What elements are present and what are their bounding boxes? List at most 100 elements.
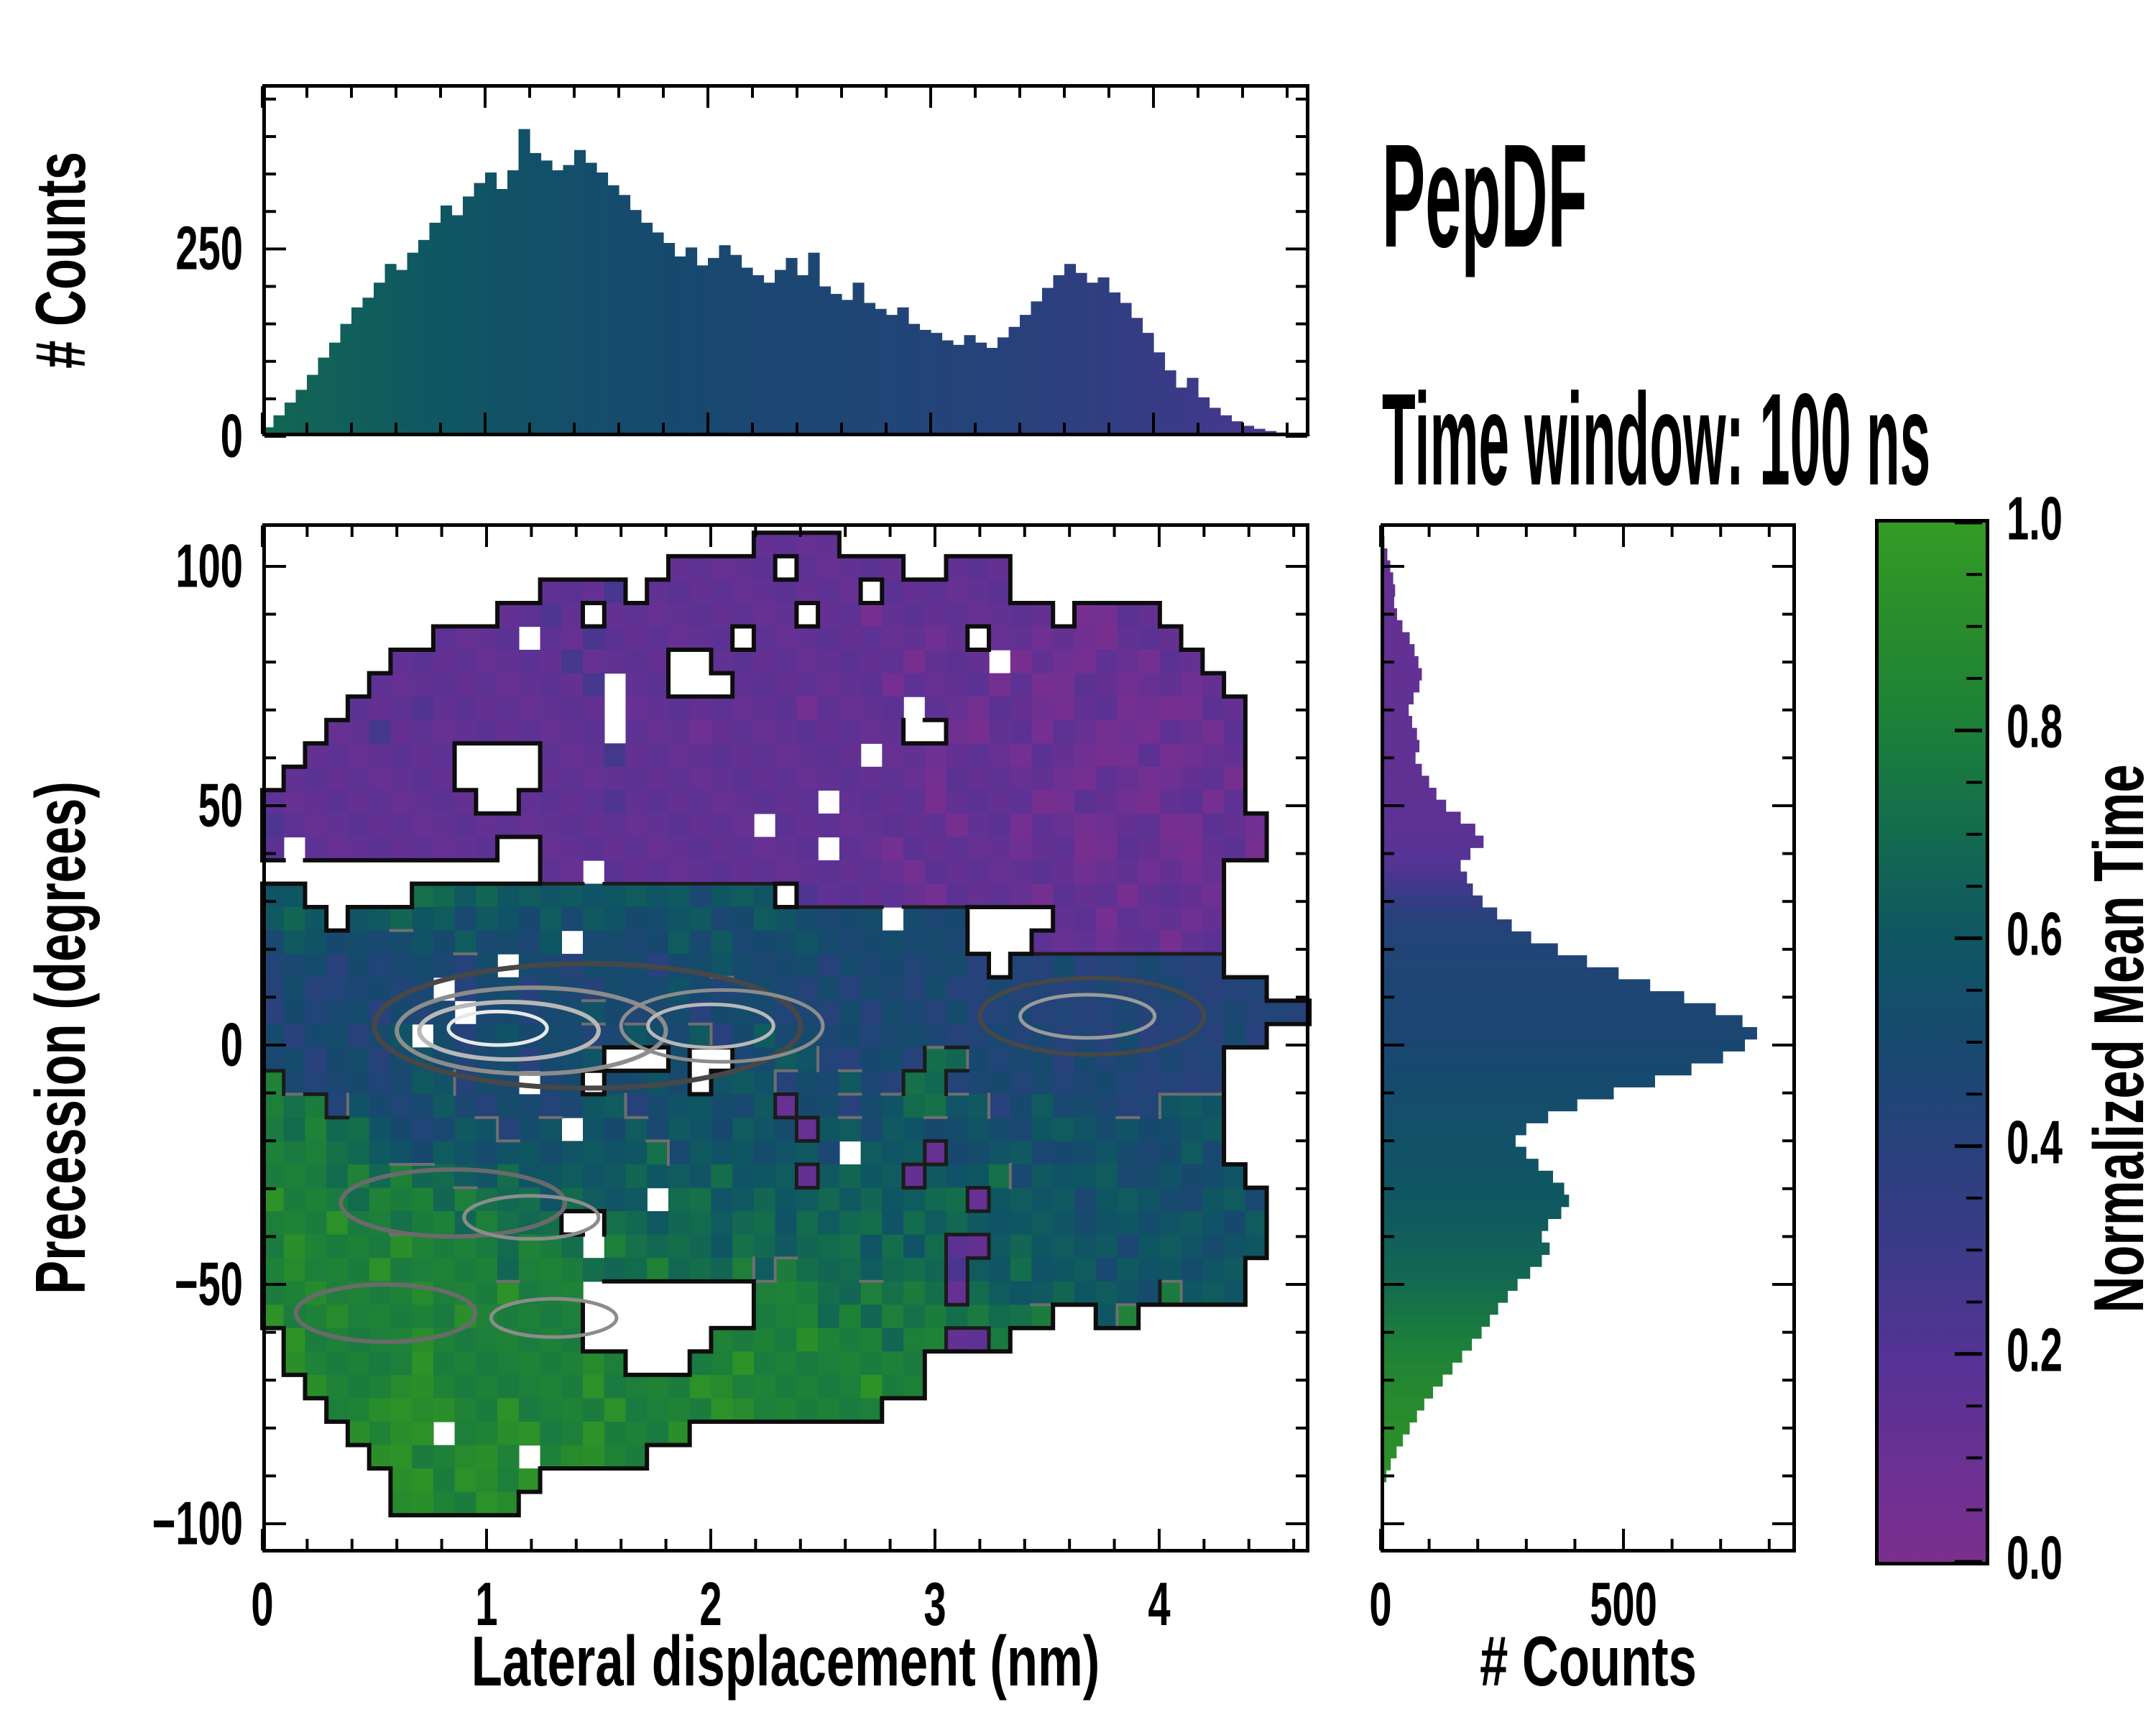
heatmap-cell — [946, 837, 968, 861]
heatmap-cell — [369, 813, 392, 838]
heatmap-cell — [283, 930, 306, 954]
heatmap-cell — [583, 883, 605, 908]
heatmap-cell — [796, 1374, 819, 1399]
main-x-tick-label: 2 — [699, 1570, 722, 1639]
heatmap-cell — [860, 602, 883, 627]
heatmap-cell — [305, 1164, 327, 1189]
heatmap-cell — [775, 1070, 798, 1095]
top-hist-bar — [842, 300, 854, 436]
heatmap-cell — [1181, 766, 1204, 791]
heatmap-cell — [540, 1258, 563, 1282]
heatmap-cell — [262, 883, 285, 908]
heatmap-cell — [882, 743, 904, 768]
heatmap-cell — [818, 743, 840, 768]
heatmap-cell — [989, 790, 1011, 814]
heatmap-cell — [882, 1328, 904, 1353]
heatmap-cell — [689, 837, 712, 861]
heatmap-cell — [882, 1305, 904, 1329]
heatmap-cell — [796, 626, 819, 650]
heatmap-cell — [1010, 883, 1033, 908]
right-hist-bar — [1381, 1338, 1473, 1351]
heatmap-cell — [903, 790, 926, 814]
heatmap-cell — [283, 813, 306, 838]
heatmap-cell — [882, 579, 904, 604]
heatmap-cell — [518, 650, 541, 674]
heatmap-cell — [775, 1094, 798, 1118]
heatmap-cell — [1053, 766, 1075, 791]
heatmap-cell — [540, 1141, 563, 1165]
heatmap-cell — [1224, 743, 1246, 768]
heatmap-cell — [989, 1117, 1011, 1142]
heatmap-cell — [711, 1258, 733, 1282]
heatmap-cell — [1245, 977, 1268, 1001]
heatmap-cell — [561, 837, 584, 861]
heatmap-cell — [647, 930, 669, 954]
top-hist-bar — [808, 252, 820, 436]
heatmap-cell — [946, 1000, 968, 1025]
heatmap-cell — [625, 977, 648, 1001]
heatmap-cell — [583, 1164, 605, 1189]
heatmap-cell — [989, 602, 1011, 627]
heatmap-cell — [518, 930, 541, 954]
heatmap-cell — [1074, 837, 1097, 861]
right-hist-bar — [1381, 1230, 1542, 1243]
heatmap-cell — [326, 790, 349, 814]
heatmap-cell — [625, 743, 648, 768]
top-hist-bar — [797, 275, 809, 436]
heatmap-cell — [540, 602, 563, 627]
heatmap-cell — [497, 1258, 520, 1282]
heatmap-cell — [412, 1094, 434, 1118]
heatmap-cell — [305, 766, 327, 791]
heatmap-cell — [412, 1117, 434, 1142]
heatmap-cell — [924, 1164, 947, 1189]
heatmap-cell — [775, 1281, 798, 1305]
density-contour-ring — [338, 1167, 568, 1239]
heatmap-cell — [818, 650, 840, 674]
right-histogram-plot — [1379, 523, 1796, 1552]
heatmap-cell — [1138, 883, 1161, 908]
heatmap-cell — [882, 1211, 904, 1236]
heatmap-cell — [1074, 719, 1097, 744]
heatmap-cell — [647, 790, 669, 814]
heatmap-cell — [283, 766, 306, 791]
heatmap-cell — [497, 650, 520, 674]
heatmap-cell — [903, 1328, 926, 1353]
heatmap-cell — [711, 650, 733, 674]
heatmap-cell — [347, 790, 370, 814]
heatmap-cell — [412, 696, 434, 721]
heatmap-cell — [668, 860, 691, 885]
heatmap-cell — [732, 1328, 755, 1353]
heatmap-cell — [839, 1258, 862, 1282]
heatmap-cell — [732, 579, 755, 604]
heatmap-cell — [561, 1421, 584, 1446]
heatmap-cell — [390, 650, 413, 674]
heatmap-cell — [668, 790, 691, 814]
heatmap-cell — [860, 650, 883, 674]
heatmap-cell — [390, 1305, 413, 1329]
top-hist-bar — [307, 374, 319, 436]
heatmap-cell — [369, 719, 392, 744]
heatmap-cell — [796, 743, 819, 768]
heatmap-cell — [903, 626, 926, 650]
heatmap-cell — [1138, 1094, 1161, 1118]
heatmap-cell — [1095, 930, 1118, 954]
heatmap-cell — [1117, 907, 1139, 932]
heatmap-cell — [1074, 1258, 1097, 1282]
heatmap-cell — [796, 837, 819, 861]
heatmap-cell — [1117, 1117, 1139, 1142]
heatmap-cell — [1224, 790, 1246, 814]
heatmap-cell — [1181, 837, 1204, 861]
heatmap-cell — [454, 1141, 477, 1165]
heatmap-cell — [903, 1374, 926, 1399]
heatmap-cell — [882, 930, 904, 954]
heatmap-cell — [668, 813, 691, 838]
top-hist-bar — [607, 185, 619, 436]
heatmap-cell — [476, 1351, 498, 1376]
heatmap-cell — [711, 907, 733, 932]
heatmap-cell — [924, 1328, 947, 1353]
heatmap-cell — [946, 907, 968, 932]
heatmap-cell — [1010, 673, 1033, 697]
heatmap-cell — [262, 1117, 285, 1142]
right-hist-xlabel: # Counts — [1480, 1622, 1697, 1701]
heatmap-cell — [283, 1000, 306, 1025]
